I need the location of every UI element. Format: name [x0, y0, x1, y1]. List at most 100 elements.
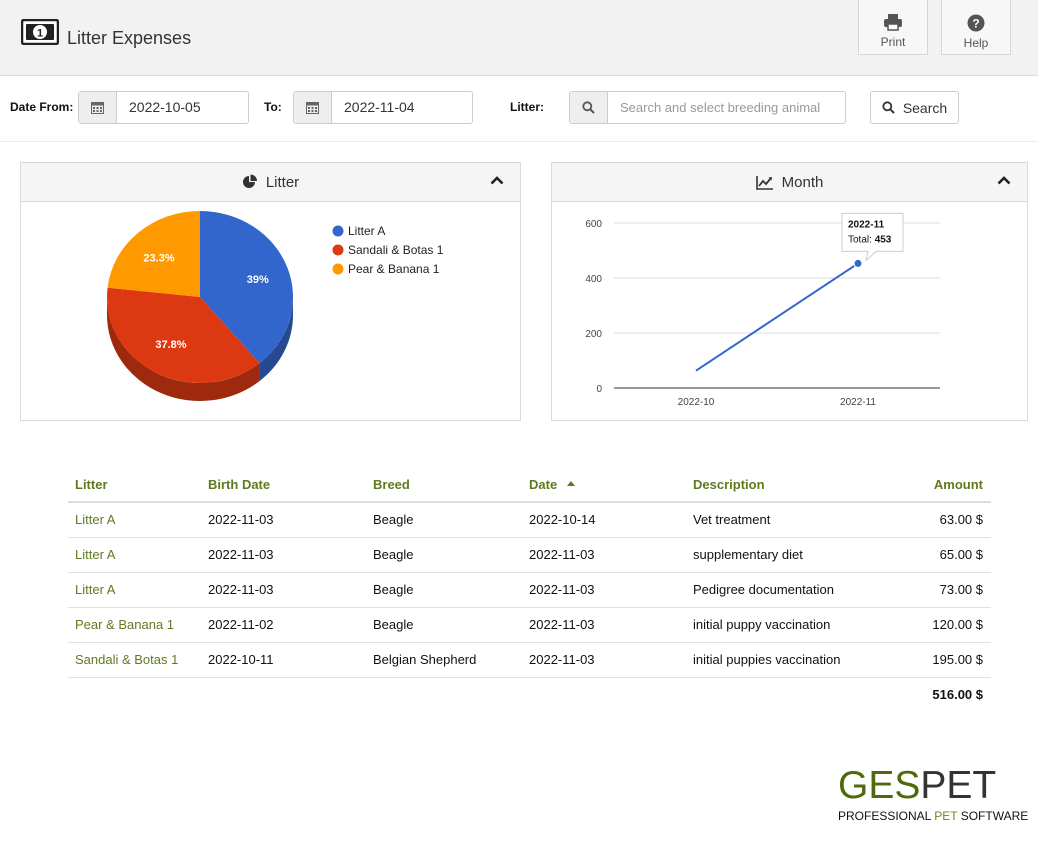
date-from-label: Date From:: [10, 100, 74, 114]
cell-amount: 63.00 $: [871, 502, 991, 538]
cell-date: 2022-11-03: [522, 607, 686, 643]
expenses-table: Litter Birth Date Breed Date Description…: [68, 467, 991, 712]
cell-description: initial puppy vaccination: [686, 607, 871, 643]
cell-litter[interactable]: Litter A: [68, 537, 201, 573]
column-header-date[interactable]: Date: [522, 467, 686, 503]
brand-tagline: PROFESSIONAL PET SOFTWARE: [838, 809, 1029, 823]
tooltip-value: Total: 453: [848, 234, 892, 245]
pie-slice-side: [107, 297, 260, 401]
search-button-label: Search: [902, 99, 948, 116]
y-tick-label: 400: [585, 274, 602, 285]
app-header: 1 Litter Expenses Print ? Help: [0, 0, 1038, 76]
table-row: Litter A 2022-11-03 Beagle 2022-10-14 Ve…: [68, 502, 991, 538]
legend-marker: [332, 244, 344, 256]
table-row: Sandali & Botas 1 2022-10-11 Belgian She…: [68, 642, 991, 678]
cell-litter[interactable]: Pear & Banana 1: [68, 607, 201, 643]
cell-amount: 195.00 $: [871, 642, 991, 678]
sort-ascending-icon: [567, 480, 576, 486]
print-icon: [884, 14, 902, 31]
legend-label: Pear & Banana 1: [348, 262, 440, 276]
date-from-input[interactable]: 2022-10-05: [129, 99, 201, 115]
filter-bar: Date From: 2022-10-05 To: 2022-11-04 Lit…: [0, 76, 1038, 142]
cell-breed: Beagle: [366, 572, 522, 608]
litter-label: Litter:: [510, 100, 544, 114]
cell-date: 2022-11-03: [522, 572, 686, 608]
search-button[interactable]: Search: [870, 91, 959, 124]
cell-description: initial puppies vaccination: [686, 642, 871, 678]
pie-slice-label: 23.3%: [143, 252, 174, 264]
cell-birth-date: 2022-11-02: [201, 607, 366, 643]
calendar-icon[interactable]: [79, 92, 117, 123]
series-line: [695, 262, 859, 372]
gespet-logo: GESPET PROFESSIONAL PET SOFTWARE: [838, 764, 1030, 824]
x-tick-label: 2022-11: [840, 397, 876, 408]
date-from-field[interactable]: 2022-10-05: [78, 91, 249, 124]
cell-breed: Beagle: [366, 537, 522, 573]
cell-date: 2022-10-14: [522, 502, 686, 538]
total-amount: 516.00 $: [932, 687, 983, 703]
cell-birth-date: 2022-10-11: [201, 642, 366, 678]
month-line-chart: 0 200 400 600 2022-10 2022-11 2022-11 Total: 45…: [585, 212, 940, 408]
cell-description: Pedigree documentation: [686, 572, 871, 608]
cell-birth-date: 2022-11-03: [201, 502, 366, 538]
cell-date: 2022-11-03: [522, 642, 686, 678]
month-panel-header: Month: [552, 163, 1027, 202]
line-chart-icon: [755, 175, 773, 190]
cell-birth-date: 2022-11-03: [201, 572, 366, 608]
help-button[interactable]: ? Help: [941, 0, 1011, 55]
cell-breed: Beagle: [366, 502, 522, 538]
cell-amount: 73.00 $: [871, 572, 991, 608]
column-header-birth-date[interactable]: Birth Date: [201, 467, 366, 503]
to-label: To:: [264, 100, 282, 114]
litter-search-input[interactable]: Search and select breeding animal: [620, 100, 821, 115]
y-tick-label: 200: [585, 329, 602, 340]
money-bill-icon: 1: [21, 19, 59, 45]
y-tick-label: 0: [596, 384, 602, 395]
pie-slice-side: [259, 297, 293, 382]
pie-slice-label: 39%: [247, 274, 269, 286]
legend-label: Litter A: [348, 224, 385, 238]
data-point[interactable]: [853, 258, 863, 268]
question-circle-icon: ?: [967, 14, 985, 32]
litter-panel-title: Litter: [265, 173, 300, 191]
cell-litter[interactable]: Sandali & Botas 1: [68, 642, 201, 678]
column-header-breed[interactable]: Breed: [366, 467, 522, 503]
table-total-row: 516.00 $: [68, 677, 991, 712]
print-label: Print: [880, 35, 906, 49]
chevron-up-icon[interactable]: [997, 175, 1011, 185]
litter-panel-header: Litter: [21, 163, 520, 202]
pie-slice[interactable]: [107, 287, 260, 383]
litter-search-field[interactable]: Search and select breeding animal: [569, 91, 846, 124]
svg-text:1: 1: [37, 28, 43, 40]
date-to-input[interactable]: 2022-11-04: [344, 99, 415, 115]
print-button[interactable]: Print: [858, 0, 928, 55]
calendar-icon[interactable]: [294, 92, 332, 123]
svg-text:?: ?: [972, 17, 979, 31]
search-icon: [570, 92, 608, 123]
tooltip-title: 2022-11: [848, 219, 885, 230]
brand-wordmark: GESPET: [838, 764, 997, 807]
date-to-field[interactable]: 2022-11-04: [293, 91, 473, 124]
y-tick-label: 600: [585, 219, 602, 230]
table-row: Litter A 2022-11-03 Beagle 2022-11-03 Pe…: [68, 572, 991, 608]
legend-marker: [332, 263, 344, 275]
column-header-litter[interactable]: Litter: [68, 467, 201, 503]
page-title: Litter Expenses: [67, 28, 192, 48]
cell-litter[interactable]: Litter A: [68, 572, 201, 608]
cell-birth-date: 2022-11-03: [201, 537, 366, 573]
cell-litter[interactable]: Litter A: [68, 502, 201, 538]
pie-slice[interactable]: [200, 211, 293, 364]
x-tick-label: 2022-10: [678, 397, 715, 408]
cell-amount: 120.00 $: [871, 607, 991, 643]
column-header-description[interactable]: Description: [686, 467, 871, 503]
chevron-up-icon[interactable]: [490, 175, 504, 185]
column-header-amount[interactable]: Amount: [871, 467, 991, 503]
month-panel-title: Month: [781, 173, 824, 191]
cell-description: supplementary diet: [686, 537, 871, 573]
cell-breed: Belgian Shepherd: [366, 642, 522, 678]
pie-slice[interactable]: [107, 211, 200, 297]
pie-slice-label: 37.8%: [155, 339, 186, 351]
table-row: Litter A 2022-11-03 Beagle 2022-11-03 su…: [68, 537, 991, 573]
cell-amount: 65.00 $: [871, 537, 991, 573]
month-chart-panel: Month 0 200 400 600 2022-10 2022-11 2022-11 Tot…: [551, 162, 1028, 421]
